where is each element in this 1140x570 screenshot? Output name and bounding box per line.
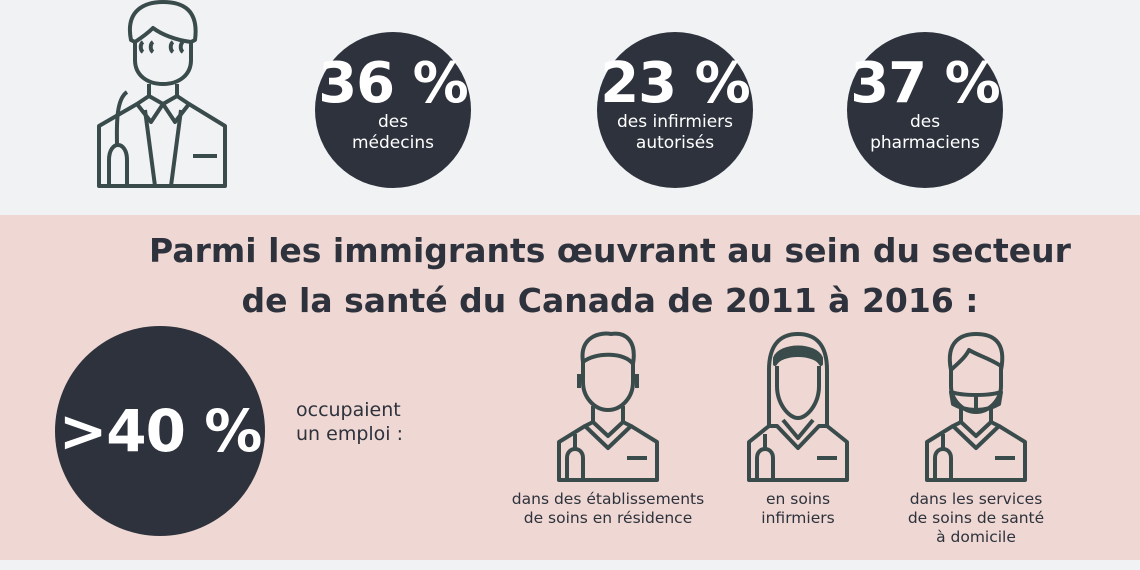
doctor-icon <box>97 0 227 188</box>
stat-label: des <box>377 112 409 132</box>
caption-line: en soins <box>765 490 831 508</box>
caption-line: de soins en résidence <box>523 509 693 527</box>
occupation-line: occupaient <box>296 399 401 421</box>
caption-line: dans les services <box>909 490 1043 508</box>
stat-pharmacists: 37 % des pharmaciens <box>847 32 1003 188</box>
headline: Parmi les immigrants œuvrant au sein du … <box>0 226 1140 326</box>
occupation-text: occupaient un emploi : <box>296 398 403 446</box>
stat-over-40: >40 % <box>55 326 265 536</box>
headline-line: de la santé du Canada de 2011 à 2016 : <box>241 281 979 320</box>
headline-line: Parmi les immigrants œuvrant au sein du … <box>149 231 1071 270</box>
stat-label: des <box>909 112 941 132</box>
stat-label: des infirmiers <box>617 112 733 132</box>
bottom-strip <box>0 560 1140 570</box>
category-caption-home-care: dans les services de soins de santé à do… <box>866 490 1086 547</box>
stat-value: 23 % <box>600 51 751 116</box>
caption-line: infirmiers <box>761 509 835 527</box>
nurse-hijab-icon <box>747 332 849 482</box>
stat-value: 37 % <box>850 51 1001 116</box>
occupation-line: un emploi : <box>296 423 404 445</box>
stat-nurses: 23 % des infirmiers autorisés <box>597 32 753 188</box>
stat-label: autorisés <box>635 133 715 153</box>
stat-value: 36 % <box>318 51 469 116</box>
caption-line: de soins de santé <box>907 509 1045 527</box>
stat-physicians: 36 % des médecins <box>315 32 471 188</box>
category-caption-nursing: en soins infirmiers <box>688 490 908 528</box>
stat-value: >40 % <box>58 397 263 465</box>
stat-label: pharmaciens <box>870 133 980 153</box>
stat-label: médecins <box>352 133 434 153</box>
caption-line: dans des établissements <box>511 490 705 508</box>
category-caption-residential: dans des établissements de soins en rési… <box>498 490 718 528</box>
masked-worker-icon <box>925 332 1027 482</box>
care-worker-icon <box>557 331 659 482</box>
caption-line: à domicile <box>936 528 1016 546</box>
